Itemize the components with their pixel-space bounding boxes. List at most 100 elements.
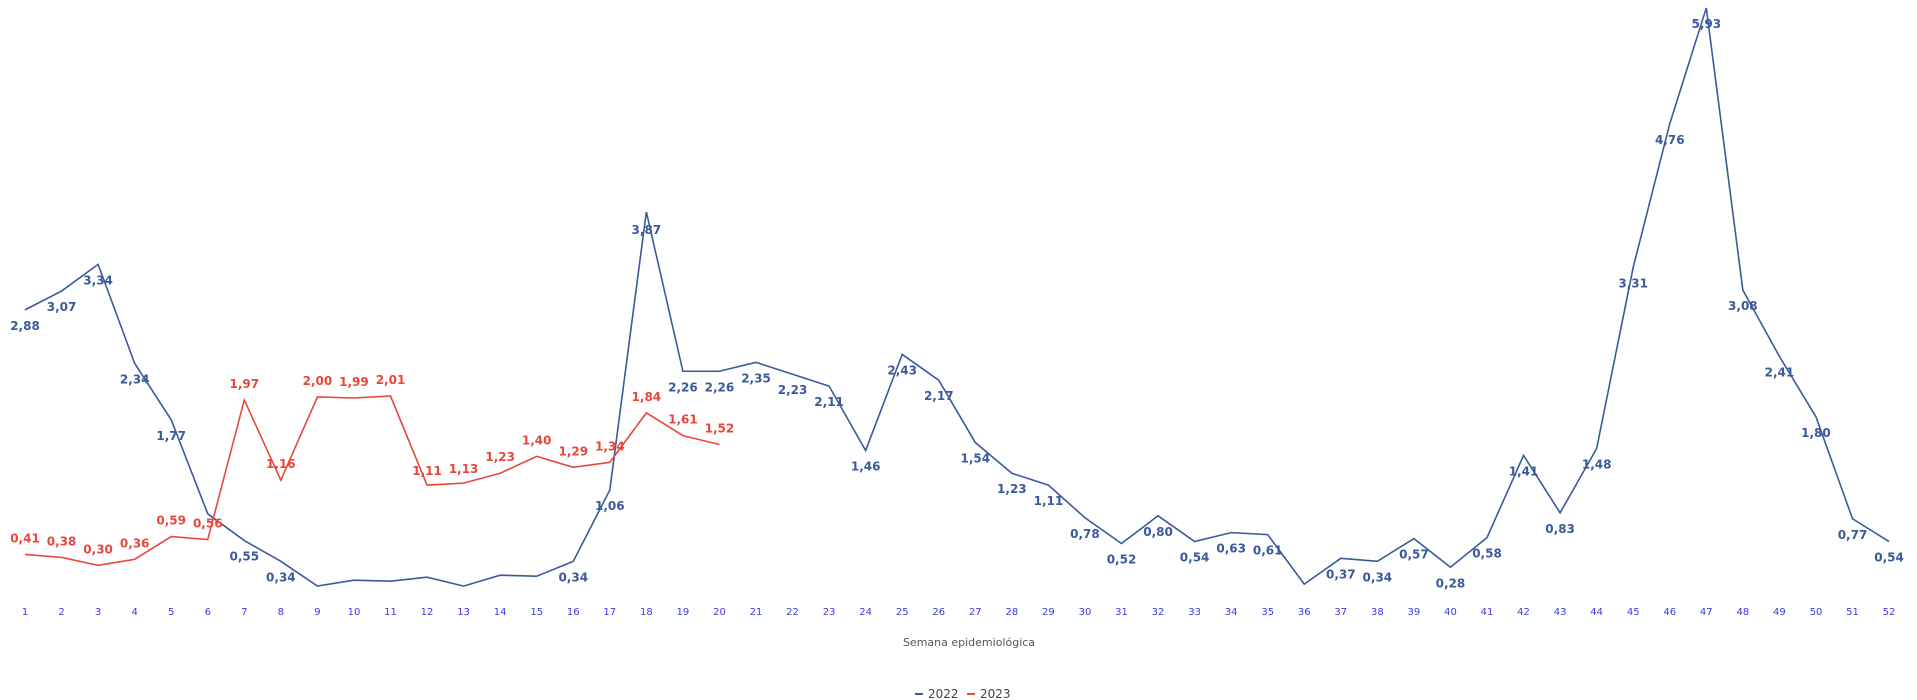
data-label-2023: 1,23: [485, 450, 515, 464]
data-label-2022: 2,43: [887, 363, 917, 377]
x-tick-label: 45: [1627, 607, 1640, 618]
x-tick-label: 5: [168, 607, 174, 618]
data-label-2022: 1,46: [851, 459, 881, 473]
x-tick-label: 49: [1773, 607, 1786, 618]
x-tick-label: 37: [1334, 607, 1347, 618]
data-label-2022: 0,34: [266, 570, 296, 584]
data-label-2023: 1,52: [705, 422, 735, 436]
data-label-2022: 0,77: [1838, 528, 1868, 542]
x-tick-label: 18: [640, 607, 653, 618]
series-lines: [24, 7, 1890, 587]
data-label-2022: 1,11: [1034, 494, 1064, 508]
data-label-2022: 4,76: [1655, 133, 1685, 147]
x-tick-label: 23: [823, 607, 836, 618]
x-tick-label: 47: [1700, 607, 1713, 618]
x-tick-label: 21: [750, 607, 763, 618]
x-tick-label: 9: [314, 607, 320, 618]
x-tick-label: 17: [603, 607, 616, 618]
legend-label-2023: 2023: [980, 687, 1011, 700]
data-labels: 2,88 3,07 3,34 2,34 1,77 0,55 0,34 0,34 1,06 3,87…: [10, 17, 1904, 590]
x-tick-label: 22: [786, 607, 799, 618]
data-label-2022: 1,48: [1582, 457, 1612, 471]
x-tick-label: 39: [1408, 607, 1421, 618]
x-tick-label: 41: [1481, 607, 1494, 618]
data-label-2022: 0,78: [1070, 527, 1100, 541]
legend-label-2022: 2022: [928, 687, 959, 700]
legend: 2022 2023: [915, 687, 1011, 700]
data-label-2023: 0,56: [193, 517, 223, 531]
x-tick-label: 15: [530, 607, 543, 618]
x-axis-title: Semana epidemiológica: [903, 636, 1035, 649]
x-tick-label: 19: [677, 607, 690, 618]
x-tick-label: 42: [1517, 607, 1530, 618]
data-label-2023: 0,36: [120, 536, 150, 550]
data-label-2022: 0,57: [1399, 548, 1429, 562]
data-label-2022: 2,35: [741, 371, 771, 385]
data-label-2023: 0,38: [47, 534, 77, 548]
data-label-2023: 2,01: [376, 373, 406, 387]
data-label-2022: 0,55: [229, 550, 259, 564]
data-label-2022: 1,77: [156, 429, 186, 443]
data-label-2022: 5,93: [1691, 17, 1721, 31]
x-tick-label: 16: [567, 607, 580, 618]
data-label-2022: 3,31: [1618, 276, 1648, 290]
x-tick-label: 7: [241, 607, 247, 618]
data-label-2023: 1,40: [522, 433, 552, 447]
data-label-2022: 1,54: [960, 452, 990, 466]
data-label-2022: 0,34: [1363, 570, 1393, 584]
x-tick-label: 24: [859, 607, 872, 618]
data-label-2022: 0,28: [1436, 576, 1466, 590]
x-tick-label: 44: [1590, 607, 1603, 618]
data-label-2022: 2,11: [814, 395, 844, 409]
data-label-2023: 1,61: [668, 413, 698, 427]
data-label-2022: 2,23: [778, 383, 808, 397]
data-label-2023: 1,84: [632, 390, 662, 404]
data-label-2022: 0,63: [1216, 542, 1246, 556]
x-tick-label: 33: [1188, 607, 1201, 618]
data-label-2023: 1,29: [558, 444, 588, 458]
data-label-2022: 2,26: [668, 380, 698, 394]
data-label-2023: 0,30: [83, 542, 113, 556]
data-label-2022: 2,26: [705, 380, 735, 394]
x-tick-label: 52: [1883, 607, 1896, 618]
x-tick-label: 46: [1663, 607, 1676, 618]
x-tick-label: 30: [1079, 607, 1092, 618]
data-label-2022: 2,41: [1765, 365, 1795, 379]
x-tick-label: 3: [95, 607, 101, 618]
x-tick-label: 12: [421, 607, 434, 618]
x-tick-label: 35: [1261, 607, 1274, 618]
data-label-2022: 3,08: [1728, 299, 1758, 313]
data-label-2022: 2,17: [924, 389, 954, 403]
x-tick-label: 29: [1042, 607, 1055, 618]
data-label-2023: 1,13: [449, 462, 479, 476]
x-tick-label: 26: [932, 607, 945, 618]
x-tick-label: 51: [1846, 607, 1859, 618]
data-label-2022: 0,34: [558, 570, 588, 584]
x-tick-label: 31: [1115, 607, 1128, 618]
x-tick-label: 20: [713, 607, 726, 618]
x-tick-label: 4: [131, 607, 137, 618]
x-tick-label: 32: [1152, 607, 1165, 618]
data-label-2022: 1,41: [1509, 464, 1539, 478]
data-label-2022: 2,34: [120, 372, 150, 386]
x-tick-label: 36: [1298, 607, 1311, 618]
x-tick-label: 50: [1810, 607, 1823, 618]
data-label-2023: 1,34: [595, 439, 625, 453]
x-tick-label: 2: [58, 607, 64, 618]
x-tick-label: 48: [1736, 607, 1749, 618]
x-tick-label: 8: [278, 607, 284, 618]
x-tick-label: 27: [969, 607, 982, 618]
x-tick-label: 34: [1225, 607, 1238, 618]
data-label-2023: 1,97: [229, 377, 259, 391]
data-label-2022: 1,06: [595, 499, 625, 513]
data-label-2022: 0,54: [1874, 551, 1904, 565]
series-line-2023: [24, 395, 720, 567]
data-label-2023: 1,99: [339, 375, 369, 389]
x-axis-ticks: 1 2 3 4 5 6 7 8 9 10 11 12 13 14 15 16 17 18 19 20 21 22 23 24 2…: [22, 607, 1896, 618]
series-line-2022: [24, 7, 1890, 587]
x-tick-label: 1: [22, 607, 28, 618]
x-tick-label: 10: [348, 607, 361, 618]
x-tick-label: 43: [1554, 607, 1567, 618]
data-label-2022: 3,07: [47, 300, 77, 314]
